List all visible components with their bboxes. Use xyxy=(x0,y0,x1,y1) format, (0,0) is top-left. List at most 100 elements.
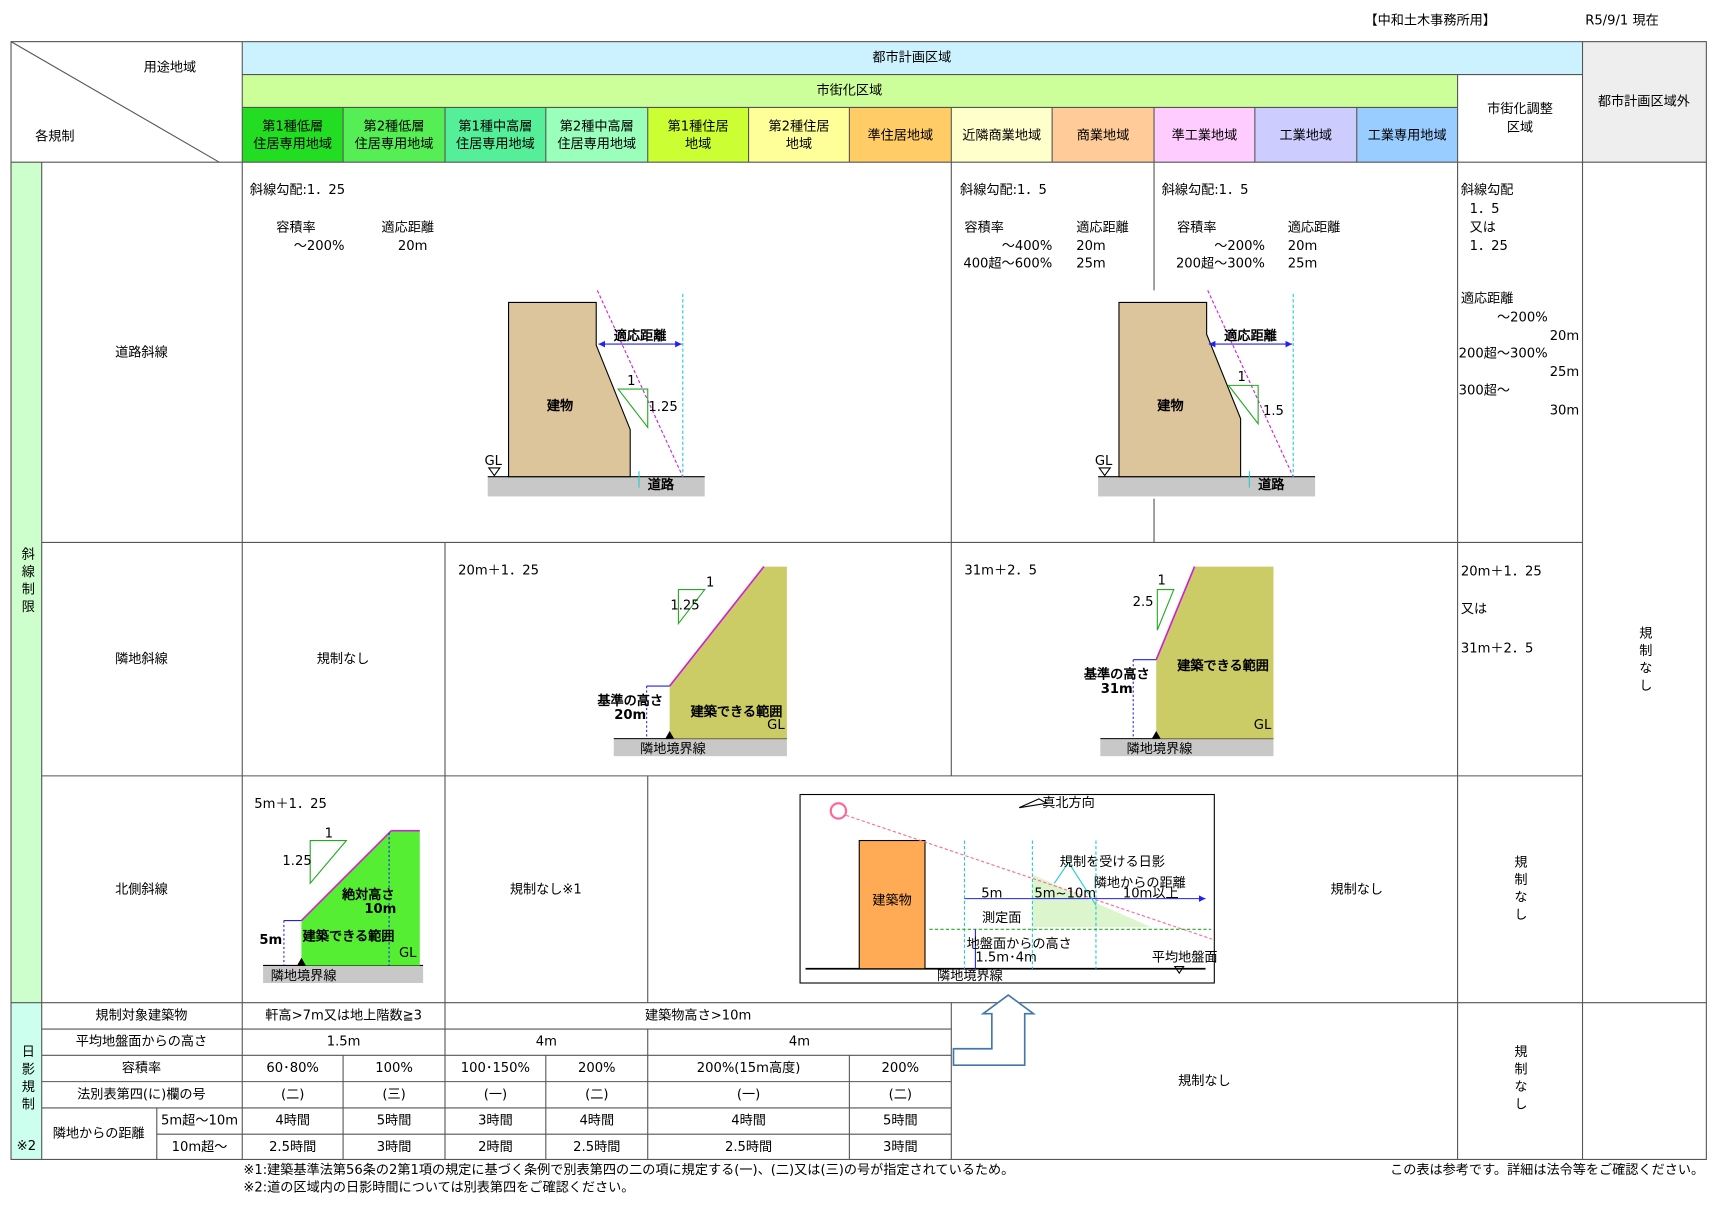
cell-text: 4時間 xyxy=(275,1113,310,1129)
arrow-head xyxy=(598,340,605,348)
cell-text: 5時間 xyxy=(377,1113,412,1129)
cell-text: 20m xyxy=(1288,239,1318,254)
row-label: 道路斜線 xyxy=(115,344,168,360)
boundary-mark xyxy=(1151,730,1161,739)
cell-text: ～200% xyxy=(1214,239,1265,254)
cell-text: 容積率 xyxy=(276,218,315,235)
cell-text: 市街化調整 xyxy=(1487,101,1553,117)
buildable-area xyxy=(669,566,787,739)
cell-text: 1．5 xyxy=(1470,202,1500,217)
zone-fill xyxy=(1254,107,1357,163)
gl-mark xyxy=(1173,966,1185,975)
cell-text: 隣地からの距離 xyxy=(53,1126,145,1142)
cell-text: 5m~10m xyxy=(1034,887,1096,902)
cell-text: 適応距離 xyxy=(1224,327,1277,344)
ratio-triangle xyxy=(1156,589,1175,631)
cell-text: 道路 xyxy=(1258,476,1285,493)
slope-line xyxy=(1207,290,1294,477)
cell-text: 規制なし xyxy=(1636,625,1652,696)
cell-text: 隣地境界線 xyxy=(937,968,1003,984)
cell-text: (二) xyxy=(281,1087,304,1102)
cell-text: 基準の高さ xyxy=(1084,666,1150,683)
cell-text: 建築できる範囲 xyxy=(1176,657,1269,674)
cell-text: 2.5時間 xyxy=(725,1139,772,1155)
cell-fill xyxy=(242,74,1458,108)
zone-name: 工業地域 xyxy=(1280,127,1333,143)
row-label: 5m超～10m xyxy=(161,1113,238,1129)
cell-text: ※1:建築基準法第56条の2第1項の規定に基づく条例で別表第四の二の項に規定する… xyxy=(243,1161,1014,1178)
cell-text: 区域 xyxy=(1507,120,1533,136)
cell-text: 斜線勾配 xyxy=(1461,182,1514,198)
cell-text: 4m xyxy=(536,1035,557,1050)
zone-fill xyxy=(343,107,445,163)
road-ground xyxy=(487,476,705,497)
sun-ray xyxy=(845,814,1213,940)
cell-text: 又は xyxy=(1461,602,1487,617)
zone-name: 地域 xyxy=(786,136,812,152)
cell-text: 5時間 xyxy=(883,1113,918,1129)
cell-text: 200超～300% xyxy=(1176,256,1265,272)
zone-fill xyxy=(849,107,952,163)
zone-name: 第1種中高層 xyxy=(458,118,532,135)
cell-fill xyxy=(11,1002,42,1160)
cell-text: (二) xyxy=(889,1087,912,1102)
cell-text: 斜線制限 xyxy=(19,546,35,617)
gl-mark xyxy=(1098,467,1112,477)
cell-text: 斜線勾配:1．5 xyxy=(960,182,1047,198)
zone-name: 住居専用地域 xyxy=(355,136,434,152)
zone-name: 工業専用地域 xyxy=(1368,127,1447,143)
zone-name: 地域 xyxy=(685,136,711,152)
cell-text: 1.5m xyxy=(327,1035,361,1050)
cell-text: 建築できる範囲 xyxy=(690,703,783,720)
row-label: 平均地盤面からの高さ xyxy=(76,1033,207,1050)
cell-text: 30m xyxy=(1550,403,1580,418)
cell-text: 200% xyxy=(882,1061,920,1076)
cell-text: 建物 xyxy=(546,397,573,414)
cell-text: 規制なし xyxy=(1178,1073,1231,1089)
cell-text: 軒高>7m又は地上階数≧3 xyxy=(265,1006,422,1023)
cell-text: 31m xyxy=(1101,682,1133,697)
cell-text: 適応距離 xyxy=(1076,219,1129,235)
zone-name: 住居専用地域 xyxy=(253,136,332,152)
cell-text: 300超～ xyxy=(1459,383,1510,399)
road-ground xyxy=(1098,476,1316,497)
ratio-triangle xyxy=(677,589,706,626)
zone-name: 第1種住居 xyxy=(668,118,729,135)
zone-name: 住居専用地域 xyxy=(456,136,535,152)
row-label: 容積率 xyxy=(122,1059,161,1076)
cell-text: (一) xyxy=(737,1087,760,1102)
cell-text: 200% xyxy=(578,1061,616,1076)
cell-text: 建築できる範囲 xyxy=(302,927,395,944)
cell-text: 隣地境界線 xyxy=(1127,741,1193,757)
corner-diagonal xyxy=(10,41,220,163)
cell-fill xyxy=(242,41,1583,75)
pointer xyxy=(1053,862,1070,884)
cell-text: 適応距離 xyxy=(1288,219,1341,235)
zone-name: 第2種住居 xyxy=(768,118,829,135)
zone-name: 住居専用地域 xyxy=(557,136,636,152)
cell-text: 斜線勾配:1．5 xyxy=(1162,182,1249,198)
cell-text: 容積率 xyxy=(964,218,1003,235)
cell-text: 都市計画区域 xyxy=(872,50,951,66)
cell-text: 適応距離 xyxy=(381,219,434,235)
cell-text: ～400% xyxy=(1002,239,1053,254)
cell-text: 平均地盤面 xyxy=(1152,949,1218,965)
cell-text: 2.5時間 xyxy=(573,1139,620,1155)
zone-fill xyxy=(545,107,648,163)
cell-text: 用途地域 xyxy=(144,59,197,75)
cell-text: 25m xyxy=(1076,257,1106,272)
ratio-triangle xyxy=(309,839,348,885)
cell-text: 1.25 xyxy=(648,400,677,415)
cell-text: 1.5 xyxy=(1263,404,1284,419)
cell-text: GL xyxy=(1095,454,1113,469)
cell-text: 地盤面からの高さ xyxy=(967,935,1072,952)
ratio-triangle xyxy=(1227,384,1259,426)
cell-text: 斜線勾配:1．25 xyxy=(250,182,345,198)
sun xyxy=(829,802,848,820)
buildable-area xyxy=(1156,566,1274,739)
cell-text: 20m＋1．25 xyxy=(458,563,539,578)
building-shape xyxy=(508,301,631,478)
zone-name: 近隣商業地域 xyxy=(962,127,1041,143)
ground xyxy=(1100,738,1274,757)
